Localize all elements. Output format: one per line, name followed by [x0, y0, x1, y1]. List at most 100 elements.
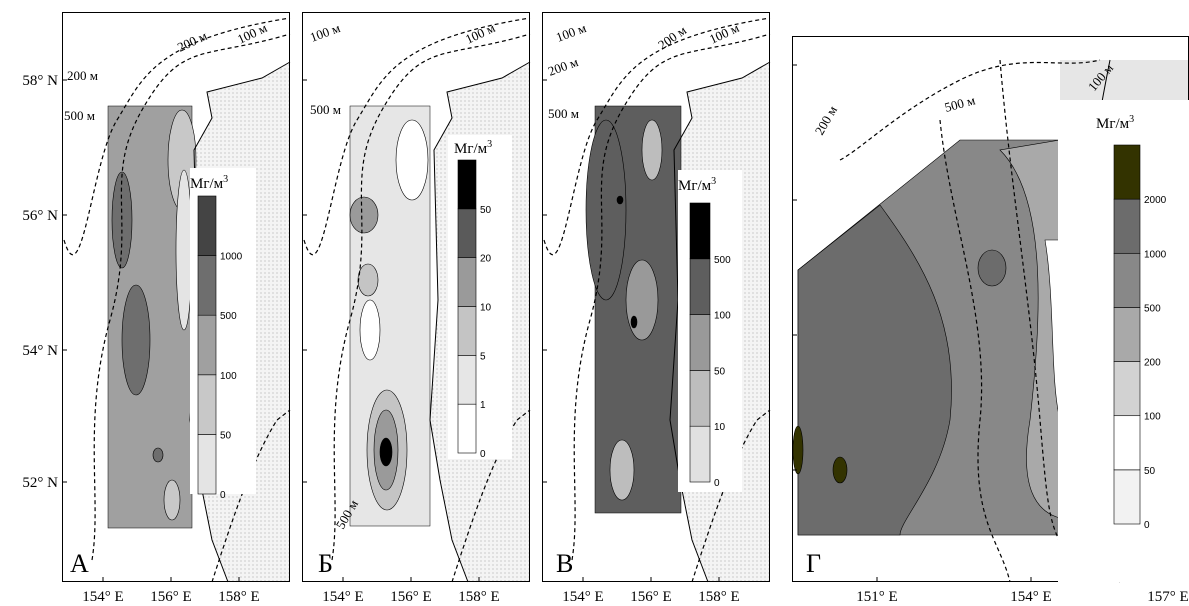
isobath-label: 500 м [310, 102, 341, 117]
legend-swatch [198, 196, 216, 256]
legend-level: 50 [714, 366, 726, 377]
legend-swatch [198, 375, 216, 435]
contour-area [176, 170, 192, 330]
legend-swatch [690, 259, 710, 315]
longitude-label: 158° E [698, 589, 739, 605]
legend-level: 500 [220, 311, 237, 322]
legend-level: 1000 [1144, 249, 1167, 260]
legend-level: 50 [480, 205, 492, 216]
legend-level: 50 [220, 430, 232, 441]
legend-swatch [1114, 362, 1140, 416]
legend-swatch [458, 209, 476, 258]
contour-area [153, 448, 163, 462]
contour-area [358, 264, 378, 296]
isobath-label: 500 м [548, 106, 579, 121]
legend-title-text: Мг/м [190, 176, 224, 192]
legend-title-sup: 3 [1129, 114, 1134, 125]
legend-title-text: Мг/м [678, 178, 712, 194]
legend-level: 100 [714, 311, 731, 322]
legend-swatch [458, 307, 476, 356]
contour-area [396, 120, 428, 200]
legend-level: 0 [480, 449, 486, 460]
legend-level: 500 [1144, 303, 1161, 314]
legend-level: 50 [1144, 466, 1156, 477]
latitude-label: 58° N [22, 73, 58, 89]
legend-level: 100 [1144, 412, 1161, 423]
legend-level: 500 [714, 255, 731, 266]
legend-swatch [690, 315, 710, 371]
legend-title-sup: 3 [711, 176, 716, 187]
longitude-label: 156° E [630, 589, 671, 605]
contour-area [631, 316, 637, 328]
legend-level: 0 [1144, 520, 1150, 531]
legend-swatch [1114, 253, 1140, 307]
latitude-label: 54° N [22, 343, 58, 359]
legend-level: 10 [480, 303, 492, 314]
panel-letter: А [70, 549, 89, 578]
legend-swatch [1114, 470, 1140, 524]
legend-swatch [198, 256, 216, 316]
legend-swatch [458, 160, 476, 209]
longitude-label: 154° E [82, 589, 123, 605]
legend-swatch [690, 203, 710, 259]
legend-swatch [1114, 145, 1140, 199]
legend-level: 5 [480, 351, 486, 362]
longitude-label: 158° E [458, 589, 499, 605]
isobath-label: 200 м [67, 68, 98, 83]
legend-level: 2000 [1144, 195, 1167, 206]
contour-area [793, 426, 803, 474]
contour-area [833, 457, 847, 483]
contour-area [360, 300, 380, 360]
legend-title: Мг/м3 [678, 176, 716, 194]
contour-area [610, 440, 634, 500]
legend-level: 1 [480, 400, 486, 411]
latitude-label: 56° N [22, 208, 58, 224]
contour-area [626, 260, 658, 340]
longitude-label: 158° E [218, 589, 259, 605]
legend-level: 100 [220, 371, 237, 382]
contour-area [978, 250, 1006, 286]
legend-swatch [458, 355, 476, 404]
legend-title-sup: 3 [223, 174, 228, 185]
legend-swatch [690, 426, 710, 482]
contour-area [617, 196, 623, 204]
legend-level: 0 [220, 490, 226, 501]
legend-title-text: Мг/м [454, 141, 488, 157]
longitude-label: 156° E [390, 589, 431, 605]
longitude-label: 154° E [1010, 589, 1051, 605]
legend-swatch [198, 315, 216, 375]
legend-title: Мг/м3 [1096, 114, 1134, 132]
longitude-label: 154° E [562, 589, 603, 605]
legend-level: 200 [1144, 358, 1161, 369]
latitude-label: 52° N [22, 475, 58, 491]
legend-swatch [458, 258, 476, 307]
legend-swatch [458, 404, 476, 453]
legend-level: 10 [714, 422, 726, 433]
contour-area [380, 438, 392, 466]
legend-level: 0 [714, 478, 720, 489]
legend-swatch [1114, 416, 1140, 470]
longitude-label: 151° E [856, 589, 897, 605]
legend-title-text: Мг/м [1096, 116, 1130, 132]
isobath-label: 500 м [64, 108, 95, 123]
legend-level: 1000 [220, 252, 243, 263]
legend-swatch [198, 434, 216, 494]
figure: 200 м100 м200 м500 м154° E156° E158° EАМ… [0, 0, 1189, 606]
contour-area [642, 120, 662, 180]
longitude-label: 157° E [1147, 589, 1188, 605]
longitude-label: 156° E [150, 589, 191, 605]
contour-area [164, 480, 180, 520]
panel-letter: Б [318, 549, 333, 578]
contour-area [122, 285, 150, 395]
legend-swatch [1114, 307, 1140, 361]
legend-swatch [1114, 199, 1140, 253]
legend-level: 20 [480, 254, 492, 265]
contour-area [112, 172, 132, 268]
longitude-label: 154° E [322, 589, 363, 605]
legend-title: Мг/м3 [454, 139, 492, 157]
contour-area [350, 197, 378, 233]
panel-letter: Г [806, 549, 821, 578]
